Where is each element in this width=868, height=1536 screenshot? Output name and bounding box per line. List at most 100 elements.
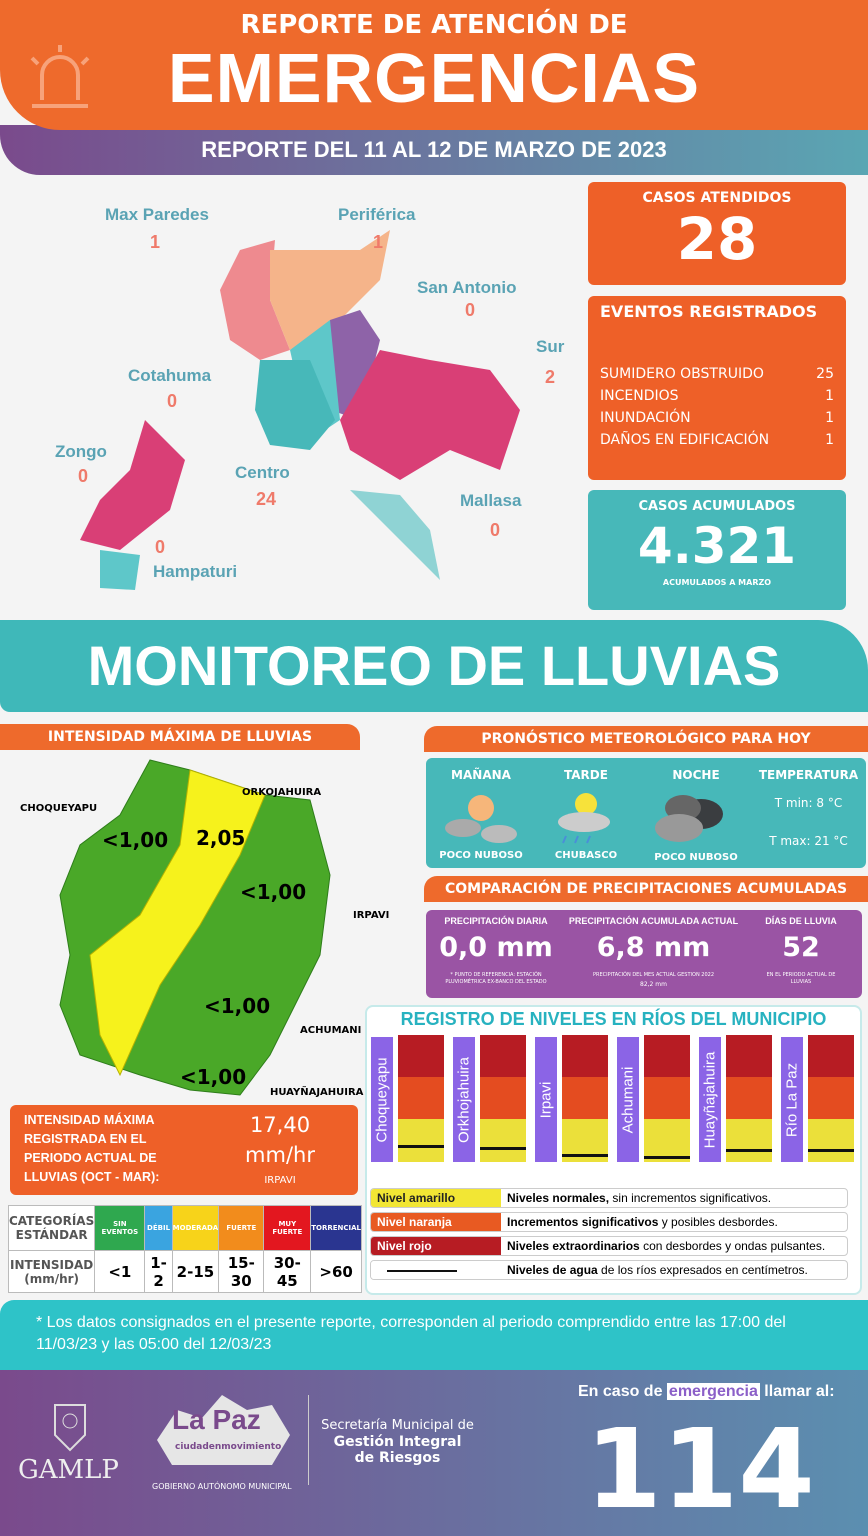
river-name: Orkhojahuira xyxy=(455,1056,473,1143)
eventos-card: EVENTOS REGISTRADOS SUMIDERO OBSTRUIDO 25… xyxy=(588,296,846,480)
section-title: MONITOREO DE LLUVIAS xyxy=(87,634,781,697)
period-name: MAÑANA xyxy=(451,768,511,782)
zone-label: Mallasa xyxy=(460,491,522,510)
header: REPORTE DE ATENCIÓN DE EMERGENCIAS xyxy=(0,0,868,130)
card-value: 4.321 xyxy=(637,517,797,575)
river-level-gauge xyxy=(398,1035,444,1162)
card-note: ACUMULADOS A MARZO xyxy=(662,578,772,587)
legend-rest: de los ríos expresados en centímetros. xyxy=(597,1263,808,1277)
legend-row: Nivel naranja Incrementos significativos … xyxy=(370,1212,848,1232)
river-level-gauge xyxy=(480,1035,526,1162)
zone-value: 0 xyxy=(155,537,166,557)
stat-note: EN EL PERIODO ACTUAL DE LLUVIAS xyxy=(766,972,836,985)
comparacion-card: PRECIPITACIÓN DIARIA 0,0 mm * PUNTO DE R… xyxy=(426,910,862,998)
intensidad-max-card: INTENSIDAD MÁXIMA REGISTRADA EN EL PERIO… xyxy=(10,1105,358,1195)
category-range: >60 xyxy=(310,1250,362,1293)
zone-label: Cotahuma xyxy=(128,366,212,385)
period-state: CHUBASCO xyxy=(554,850,618,861)
emergency-call-text: En caso de emergencia llamar al: xyxy=(578,1382,835,1402)
casos-atendidos-card: CASOS ATENDIDOS 28 xyxy=(588,182,846,285)
river-level-gauge xyxy=(808,1035,854,1162)
sun-clouds-icon xyxy=(445,795,517,843)
legend-bold: Niveles de agua xyxy=(507,1263,598,1277)
card-station: IRPAVI xyxy=(264,1175,296,1186)
stat-label: DÍAS DE LLUVIA xyxy=(765,916,837,926)
rios-title: REGISTRO DE NIVELES EN RÍOS DEL MUNICIPI… xyxy=(400,1009,827,1029)
river-label: Choqueyapu xyxy=(371,1037,393,1162)
legend-bold: Incrementos significativos xyxy=(507,1215,659,1229)
legend-rest: con desbordes y ondas pulsantes. xyxy=(639,1239,826,1253)
river-name: Irpavi xyxy=(537,1081,555,1118)
emergency-phone-number: 114 xyxy=(585,1405,815,1533)
basins-map xyxy=(59,759,331,1096)
river-label: Achumani xyxy=(617,1037,639,1162)
disclaimer-bar: * Los datos consignados en el presente r… xyxy=(0,1300,868,1370)
category-name: SIN EVENTOS xyxy=(94,1205,146,1251)
sec-line3: de Riesgos xyxy=(354,1450,441,1466)
stat-label: PRECIPITACIÓN ACUMULADA ACTUAL xyxy=(568,916,739,926)
river-label: Irpavi xyxy=(535,1037,557,1162)
sun-rain-cloud-icon xyxy=(558,793,610,844)
event-row: DAÑOS EN EDIFICACIÓN 1 xyxy=(600,429,834,451)
basin-value: <1,00 xyxy=(204,994,271,1018)
event-name: SUMIDERO OBSTRUIDO xyxy=(600,366,764,382)
legend-key: Nivel rojo xyxy=(371,1237,501,1255)
secretaria-text: Secretaría Municipal de Gestión Integral… xyxy=(320,1418,475,1466)
zone-label: Max Paredes xyxy=(105,205,209,224)
stat-value: 52 xyxy=(782,932,820,963)
river-level-line xyxy=(726,1149,772,1153)
river-label: Orkhojahuira xyxy=(453,1037,475,1162)
disclaimer-text: * Los datos consignados en el presente r… xyxy=(36,1314,786,1353)
basin-value: <1,00 xyxy=(240,880,307,904)
river-level-line xyxy=(644,1155,690,1159)
category-range: 1-2 xyxy=(144,1250,173,1293)
event-name: INCENDIOS xyxy=(600,388,679,404)
event-count: 1 xyxy=(825,410,834,426)
category-name: MUY FUERTE xyxy=(263,1205,312,1251)
event-count: 1 xyxy=(825,388,834,404)
call-post: llamar al: xyxy=(759,1383,835,1400)
call-highlight: emergencia xyxy=(666,1383,760,1400)
stat-note: 82,2 mm xyxy=(640,981,667,988)
coat-of-arms-logo xyxy=(54,1404,86,1452)
legend-key: Nivel amarillo xyxy=(371,1189,501,1207)
legend-description: Niveles extraordinarios con desbordes y … xyxy=(501,1237,825,1255)
title-line1: REPORTE DE ATENCIÓN DE xyxy=(240,10,628,40)
call-pre: En caso de xyxy=(578,1383,667,1400)
river-name: Río La Paz xyxy=(783,1062,801,1137)
title-line2: EMERGENCIAS xyxy=(167,39,701,117)
temp-min: T min: 8 °C xyxy=(774,796,843,810)
intensidad-header: INTENSIDAD MÁXIMA DE LLUVIAS xyxy=(0,724,360,750)
category-range: 30-45 xyxy=(263,1250,312,1293)
river-level-line xyxy=(480,1146,526,1150)
stat-note: PRECIPITACIÓN DEL MES ACTUAL GESTION 202… xyxy=(592,972,714,978)
basin-label: CHOQUEYAPU xyxy=(20,803,98,814)
zone-value: 24 xyxy=(256,489,277,509)
zones-map xyxy=(80,230,520,590)
gamlp-logo-text: GAMLP xyxy=(18,1455,119,1485)
zone-label: Periférica xyxy=(338,205,416,224)
period-name: TARDE xyxy=(564,768,608,782)
zone-value: 1 xyxy=(150,232,161,252)
stat-label: PRECIPITACIÓN DIARIA xyxy=(444,916,548,926)
legend-bold: Niveles normales, xyxy=(507,1191,610,1205)
siren-icon xyxy=(30,45,90,108)
river-name: Achumani xyxy=(619,1066,637,1133)
basin-label: IRPAVI xyxy=(353,910,390,921)
stat-note: * PUNTO DE REFERENCIA: ESTACIÓN PLUVIOMÉ… xyxy=(445,972,547,985)
river-label: Huayñajahuira xyxy=(699,1037,721,1162)
zone-label: Hampaturi xyxy=(153,562,238,581)
river-level-gauge xyxy=(562,1035,608,1162)
zone-value: 0 xyxy=(167,391,178,411)
river-level-line xyxy=(562,1154,608,1158)
footer: GAMLP La Paz ciudadenmovimiento GOBIERNO… xyxy=(0,1370,868,1536)
stat-value: 0,0 mm xyxy=(439,932,553,963)
zone-label: Sur xyxy=(536,337,565,356)
legend-row: Nivel rojo Niveles extraordinarios con de… xyxy=(370,1236,848,1256)
zone-label: San Antonio xyxy=(417,278,517,297)
report-period: REPORTE DEL 11 AL 12 DE MARZO DE 2023 xyxy=(201,137,667,162)
sec-line1: Secretaría Municipal de xyxy=(321,1418,474,1433)
card-label: INTENSIDAD MÁXIMA REGISTRADA EN EL PERIO… xyxy=(24,1113,160,1184)
basin-label: ACHUMANI xyxy=(300,1025,362,1036)
row-label: INTENSIDAD (mm/hr) xyxy=(7,1250,96,1293)
